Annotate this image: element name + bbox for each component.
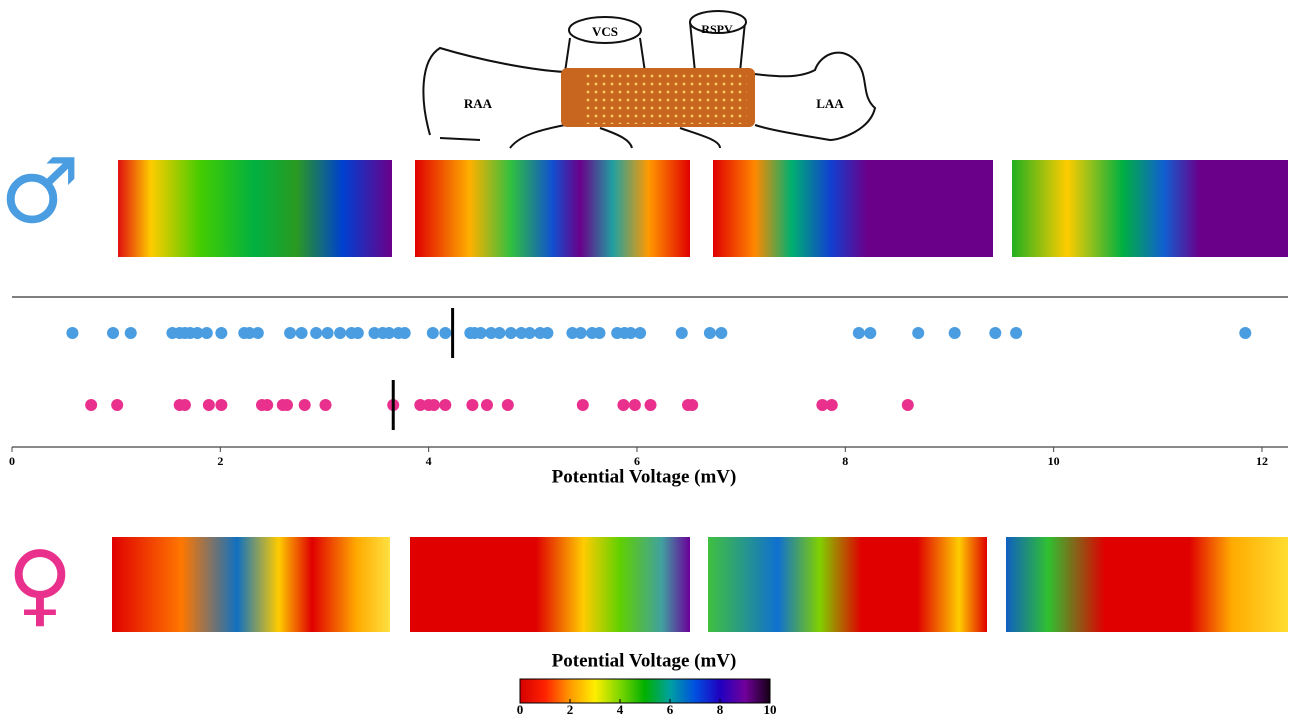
x-tick-label: 12 bbox=[1256, 454, 1268, 468]
dot bbox=[852, 327, 865, 339]
colorbar-tick-label: 8 bbox=[717, 702, 724, 717]
heatmap bbox=[118, 160, 392, 257]
dot bbox=[501, 399, 514, 411]
dot bbox=[178, 399, 191, 411]
heatmap bbox=[1012, 160, 1288, 257]
heatmap bbox=[112, 537, 390, 632]
dot bbox=[439, 327, 452, 339]
sex-symbol: ♀ bbox=[7, 532, 73, 637]
colorbar-title: Potential Voltage (mV) bbox=[552, 650, 737, 671]
dot bbox=[989, 327, 1002, 339]
dot bbox=[574, 327, 587, 339]
heatmap bbox=[708, 537, 987, 632]
dot bbox=[816, 399, 829, 411]
dot bbox=[280, 399, 293, 411]
dot bbox=[485, 327, 498, 339]
dot bbox=[215, 327, 228, 339]
diagram-label: RSPV bbox=[701, 22, 733, 36]
dot bbox=[644, 399, 657, 411]
dot bbox=[466, 399, 479, 411]
x-tick-label: 0 bbox=[9, 454, 15, 468]
dot bbox=[675, 327, 688, 339]
diagram-label: VCS bbox=[592, 24, 618, 39]
dot bbox=[541, 327, 554, 339]
colorbar bbox=[519, 678, 771, 704]
dot bbox=[439, 399, 452, 411]
dot bbox=[319, 399, 332, 411]
dot bbox=[310, 327, 323, 339]
dot bbox=[493, 327, 506, 339]
colorbar-tick-label: 2 bbox=[567, 702, 574, 717]
dot bbox=[427, 399, 440, 411]
dot bbox=[593, 327, 606, 339]
dot bbox=[215, 399, 228, 411]
dot bbox=[617, 399, 630, 411]
dot bbox=[200, 327, 213, 339]
dot bbox=[261, 399, 274, 411]
dot bbox=[414, 399, 427, 411]
x-tick-label: 8 bbox=[842, 454, 848, 468]
colorbar-tick-label: 10 bbox=[764, 702, 777, 717]
dot bbox=[124, 327, 137, 339]
dot bbox=[1010, 327, 1023, 339]
heatmap bbox=[410, 537, 690, 632]
dot bbox=[480, 399, 493, 411]
x-tick-label: 2 bbox=[217, 454, 223, 468]
dot bbox=[191, 327, 204, 339]
diagram-label: LAA bbox=[816, 96, 844, 111]
dot bbox=[715, 327, 728, 339]
colorbar-tick-label: 4 bbox=[617, 702, 624, 717]
dot bbox=[298, 399, 311, 411]
dot bbox=[351, 327, 364, 339]
dot bbox=[576, 399, 589, 411]
dot bbox=[628, 399, 641, 411]
heatmap bbox=[415, 160, 690, 257]
x-axis-label: Potential Voltage (mV) bbox=[552, 466, 737, 487]
dot bbox=[251, 327, 264, 339]
dot bbox=[566, 327, 579, 339]
dot bbox=[634, 327, 647, 339]
atrium-outline bbox=[422, 10, 877, 149]
dot bbox=[202, 399, 215, 411]
dot bbox=[85, 399, 98, 411]
dot bbox=[66, 327, 79, 339]
dot bbox=[825, 399, 838, 411]
dot bbox=[901, 399, 914, 411]
heatmap bbox=[1006, 537, 1288, 632]
dot bbox=[398, 327, 411, 339]
dot bbox=[1239, 327, 1252, 339]
x-tick-label: 4 bbox=[426, 454, 432, 468]
dot bbox=[295, 327, 308, 339]
diagram-label: RAA bbox=[464, 96, 493, 111]
dot bbox=[383, 327, 396, 339]
dot bbox=[912, 327, 925, 339]
dot bbox=[368, 327, 381, 339]
dot bbox=[515, 327, 528, 339]
dot bbox=[948, 327, 961, 339]
heatmap bbox=[713, 160, 993, 257]
dot bbox=[624, 327, 637, 339]
dot bbox=[474, 327, 487, 339]
dot bbox=[504, 327, 517, 339]
colorbar-tick-label: 0 bbox=[517, 702, 524, 717]
x-tick-label: 10 bbox=[1048, 454, 1060, 468]
x-tick-label: 6 bbox=[634, 454, 640, 468]
dot bbox=[703, 327, 716, 339]
dot bbox=[107, 327, 120, 339]
dot bbox=[334, 327, 347, 339]
dot bbox=[243, 327, 256, 339]
electrodes bbox=[585, 72, 747, 124]
dot bbox=[321, 327, 334, 339]
dot bbox=[111, 399, 124, 411]
dot bbox=[284, 327, 297, 339]
colorbar-tick-label: 6 bbox=[667, 702, 674, 717]
dot bbox=[523, 327, 536, 339]
dot bbox=[686, 399, 699, 411]
dot bbox=[864, 327, 877, 339]
sex-symbol: ♂ bbox=[0, 139, 80, 244]
dot bbox=[426, 327, 439, 339]
